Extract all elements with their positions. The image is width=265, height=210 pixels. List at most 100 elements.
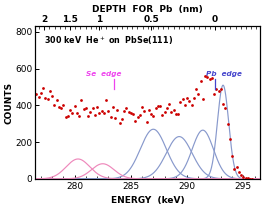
Point (217, 89, 221, 93)
Point (232, 167, 236, 171)
Point (129, 112, 133, 115)
X-axis label: ENERGY  (keV): ENERGY (keV) (111, 196, 184, 205)
Point (115, 109, 120, 112)
Point (55, 98, 59, 102)
Point (64, 115, 68, 119)
Point (90, 106, 95, 110)
Point (70, 111, 74, 115)
X-axis label: DEPTH  FOR  Pb  (nm): DEPTH FOR Pb (nm) (92, 5, 203, 14)
Point (34, 93, 38, 96)
Point (82, 108, 86, 111)
Point (201, 98, 205, 101)
Point (180, 97, 185, 100)
Point (149, 112, 153, 116)
Point (68, 109, 72, 112)
Point (66, 115, 70, 118)
Point (158, 104, 162, 108)
Text: Se  edge: Se edge (86, 71, 121, 77)
Point (99, 110, 104, 113)
Point (131, 113, 135, 116)
Point (97, 111, 101, 114)
Point (138, 114, 142, 117)
Point (133, 119, 138, 122)
Point (104, 98, 108, 102)
Point (151, 114, 156, 117)
Point (198, 79, 203, 83)
Point (167, 103, 171, 106)
Point (43, 97, 47, 100)
Point (79, 98, 83, 102)
Point (228, 138, 232, 141)
Point (176, 113, 180, 116)
Point (178, 101, 182, 104)
Point (124, 107, 129, 110)
Point (153, 106, 158, 110)
Point (106, 109, 111, 112)
Point (246, 177, 250, 180)
Point (57, 105, 61, 109)
Point (111, 105, 115, 108)
Point (88, 110, 92, 113)
Text: 300 keV  He$^+$ on  PbSe(111): 300 keV He$^+$ on PbSe(111) (44, 34, 173, 47)
Point (84, 106, 88, 110)
Point (244, 176, 248, 179)
Point (41, 86, 45, 90)
Point (93, 114, 97, 117)
Point (207, 77, 212, 80)
Point (113, 116, 117, 120)
Point (221, 102, 225, 105)
Point (250, 177, 254, 180)
Point (187, 99, 191, 102)
Point (126, 110, 131, 113)
Point (46, 98, 50, 101)
Point (77, 114, 81, 117)
Point (210, 77, 214, 80)
Point (237, 171, 241, 174)
Point (160, 114, 165, 117)
Point (226, 122, 230, 125)
Point (174, 113, 178, 116)
Point (156, 104, 160, 107)
Point (165, 106, 169, 110)
Point (214, 87, 218, 91)
Point (241, 175, 245, 178)
Point (194, 87, 198, 90)
Point (39, 91, 43, 94)
Point (75, 111, 79, 114)
Point (189, 103, 194, 107)
Point (86, 115, 90, 118)
Point (223, 106, 227, 109)
Point (102, 112, 106, 115)
Point (37, 96, 41, 99)
Point (230, 155, 234, 158)
Point (108, 115, 113, 118)
Point (212, 92, 216, 95)
Point (59, 106, 63, 109)
Point (248, 177, 252, 180)
Text: Pb  edge: Pb edge (206, 71, 242, 77)
Point (50, 95, 54, 98)
Point (205, 76, 209, 79)
Point (144, 120, 149, 124)
Point (219, 88, 223, 91)
Point (185, 97, 189, 100)
Point (95, 105, 99, 109)
Point (203, 75, 207, 78)
Point (183, 104, 187, 107)
Point (142, 109, 147, 112)
Point (73, 104, 77, 108)
Point (239, 173, 243, 177)
Point (196, 92, 200, 96)
Point (48, 89, 52, 92)
Point (192, 96, 196, 99)
Point (120, 118, 124, 121)
Point (61, 103, 65, 106)
Point (162, 110, 167, 114)
Point (140, 105, 144, 108)
Y-axis label: COUNTS: COUNTS (5, 81, 14, 124)
Point (117, 121, 122, 124)
Point (52, 103, 56, 106)
Point (122, 109, 126, 113)
Point (147, 109, 151, 112)
Point (169, 110, 173, 114)
